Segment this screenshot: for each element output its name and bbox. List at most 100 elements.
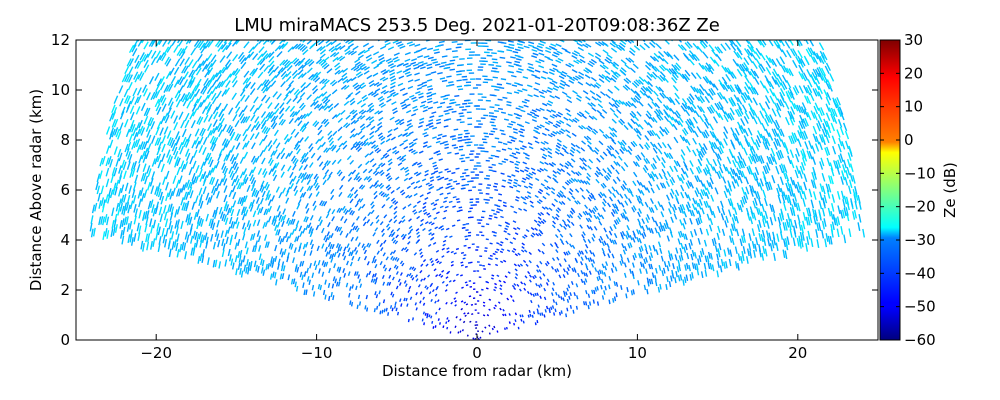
ze-cell bbox=[485, 193, 490, 195]
ze-cell bbox=[690, 72, 697, 80]
ze-cell bbox=[694, 190, 699, 198]
ze-cell bbox=[211, 143, 217, 152]
ze-cell bbox=[689, 217, 693, 225]
ze-cell bbox=[326, 231, 330, 237]
ze-cell bbox=[840, 190, 845, 200]
ze-cell bbox=[524, 196, 529, 200]
ze-cell bbox=[109, 139, 114, 149]
ze-cell bbox=[741, 250, 745, 259]
ze-cell bbox=[354, 143, 360, 149]
ze-cell bbox=[230, 258, 234, 266]
ze-cell bbox=[156, 137, 162, 146]
ze-cell bbox=[585, 189, 590, 194]
ze-cell bbox=[277, 211, 282, 218]
ze-cell bbox=[165, 227, 169, 237]
ze-cell bbox=[378, 190, 383, 196]
ze-cell bbox=[739, 238, 743, 247]
ze-cell bbox=[301, 63, 308, 69]
ze-cell bbox=[318, 216, 322, 222]
ze-cell bbox=[365, 294, 368, 300]
ze-cell bbox=[263, 79, 270, 86]
ze-cell bbox=[811, 171, 816, 181]
ze-cell bbox=[484, 135, 489, 138]
ze-cell bbox=[239, 156, 245, 164]
ze-cell bbox=[367, 102, 373, 107]
ze-cell bbox=[436, 137, 442, 140]
ze-cell bbox=[203, 77, 209, 86]
ze-cell bbox=[278, 191, 283, 199]
ze-cell bbox=[547, 150, 553, 155]
ze-cell bbox=[514, 166, 520, 170]
ze-cell bbox=[764, 197, 768, 207]
ze-cell bbox=[762, 189, 767, 199]
ze-cell bbox=[290, 278, 294, 285]
ze-cell bbox=[593, 149, 599, 155]
ze-cell bbox=[110, 228, 114, 238]
ze-cell bbox=[776, 187, 781, 197]
ze-cell bbox=[654, 102, 661, 109]
ze-cell bbox=[165, 70, 172, 80]
ze-cell bbox=[552, 299, 556, 303]
ze-cell bbox=[170, 110, 176, 119]
ze-cell bbox=[517, 184, 522, 187]
ze-cell bbox=[536, 200, 541, 205]
ze-cell bbox=[454, 152, 459, 155]
ze-cell bbox=[438, 171, 443, 174]
ze-cell bbox=[258, 253, 262, 261]
ze-cell bbox=[798, 120, 804, 130]
ze-cell bbox=[741, 228, 746, 237]
ze-cell bbox=[430, 71, 437, 74]
ze-cell bbox=[482, 314, 486, 317]
ze-cell bbox=[273, 149, 278, 156]
ze-cell bbox=[144, 175, 149, 185]
ze-cell bbox=[720, 107, 726, 115]
ze-cell bbox=[650, 278, 654, 285]
ze-cell bbox=[529, 111, 536, 115]
ze-cell bbox=[418, 164, 423, 168]
ze-cell bbox=[136, 144, 141, 153]
ze-cell bbox=[748, 86, 754, 95]
ze-cell bbox=[225, 73, 232, 81]
ze-cell bbox=[645, 113, 651, 120]
ze-cell bbox=[134, 208, 138, 218]
ze-cell bbox=[211, 92, 217, 101]
ze-cell bbox=[558, 274, 562, 279]
ze-cell bbox=[614, 71, 621, 77]
ze-cell bbox=[130, 111, 135, 121]
ze-cell bbox=[638, 253, 642, 259]
ze-cell bbox=[850, 198, 854, 207]
ze-cell bbox=[380, 247, 384, 252]
ze-cell bbox=[674, 92, 680, 100]
ze-cell bbox=[340, 109, 346, 115]
ze-cell bbox=[750, 86, 757, 95]
ze-cell bbox=[140, 172, 145, 182]
ze-cell bbox=[740, 256, 743, 264]
ze-cell bbox=[392, 149, 397, 154]
ze-cell bbox=[234, 152, 240, 161]
ze-cell bbox=[806, 95, 812, 105]
ze-cell bbox=[479, 144, 484, 146]
ze-cell bbox=[301, 152, 306, 159]
ze-cell bbox=[205, 240, 209, 249]
ze-cell bbox=[805, 216, 809, 226]
ze-cell bbox=[647, 81, 654, 87]
ze-cell bbox=[174, 159, 179, 168]
ze-cell bbox=[675, 62, 682, 69]
ze-cell bbox=[402, 92, 408, 97]
ze-cell bbox=[620, 231, 624, 238]
ze-cell bbox=[653, 110, 660, 117]
ze-cell bbox=[752, 172, 757, 181]
ze-cell bbox=[678, 116, 684, 123]
ze-cell bbox=[374, 147, 380, 152]
ze-cell bbox=[452, 205, 456, 208]
ze-cell bbox=[240, 198, 245, 207]
ze-cell bbox=[167, 97, 173, 106]
ze-cell bbox=[656, 184, 661, 191]
ze-cell bbox=[446, 75, 452, 78]
ze-cell bbox=[369, 184, 374, 189]
ze-cell bbox=[724, 185, 729, 193]
ze-cell bbox=[431, 58, 437, 62]
ze-cell bbox=[836, 166, 841, 175]
ze-cell bbox=[369, 134, 375, 140]
ze-cell bbox=[772, 213, 777, 222]
